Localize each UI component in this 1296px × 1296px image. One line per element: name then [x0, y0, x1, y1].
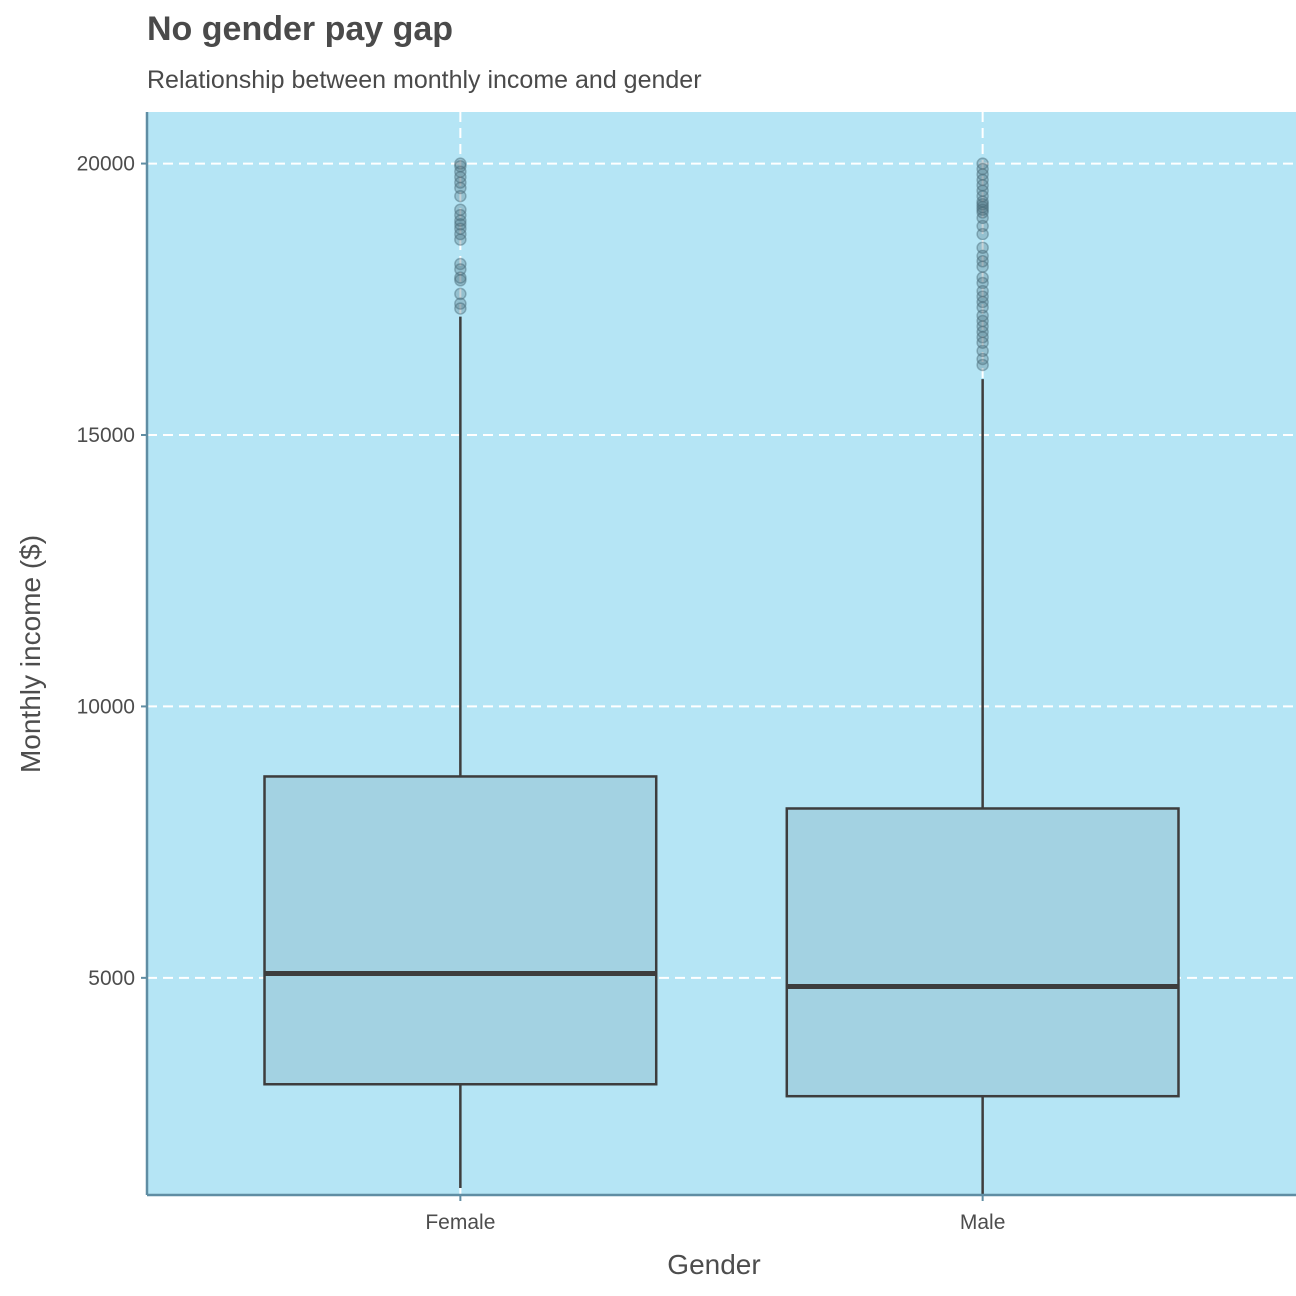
- outlier-point: [454, 263, 467, 276]
- outlier-point: [454, 181, 467, 195]
- x-tick-labels: Female Male: [425, 1195, 1005, 1234]
- outlier-point: [454, 297, 467, 310]
- outlier-point: [976, 325, 989, 339]
- outlier-point: [976, 295, 989, 309]
- outlier-point: [976, 206, 989, 219]
- outlier-point: [454, 176, 467, 189]
- outlier-point: [976, 241, 989, 254]
- outlier-point: [976, 290, 989, 303]
- outlier-point: [976, 162, 989, 176]
- outlier-point: [976, 320, 989, 333]
- iqr-box: [263, 775, 658, 1086]
- outlier-point: [976, 309, 989, 322]
- outlier-point: [976, 284, 989, 298]
- y-axis-title: Monthly income ($): [15, 535, 46, 773]
- outlier-point: [454, 222, 467, 235]
- outlier-point: [976, 184, 989, 197]
- y-tick-label: 15000: [77, 424, 135, 447]
- outlier-point: [976, 195, 989, 208]
- outlier-point: [454, 208, 467, 222]
- box-male: [785, 157, 1180, 1195]
- outlier-point: [976, 255, 989, 268]
- outlier-point: [976, 249, 989, 263]
- outlier-point: [976, 227, 989, 241]
- outlier-point: [976, 200, 989, 214]
- outlier-point: [976, 344, 989, 358]
- outlier-point: [976, 271, 989, 284]
- box-female: [263, 157, 658, 1188]
- outlier-point: [454, 218, 467, 231]
- outlier-point: [976, 336, 989, 349]
- outlier-point: [976, 168, 989, 181]
- outlier-point: [454, 160, 467, 173]
- outlier-point: [454, 165, 467, 178]
- outlier-point: [976, 301, 989, 314]
- outlier-point: [454, 233, 467, 246]
- outlier-point: [976, 189, 989, 203]
- outlier-point: [454, 157, 467, 170]
- x-tick-label: Male: [960, 1211, 1006, 1234]
- chart-title: No gender pay gap: [147, 10, 454, 48]
- outlier-point: [976, 198, 989, 211]
- outlier-point: [976, 157, 989, 170]
- outlier-point: [454, 287, 467, 301]
- outlier-point: [976, 352, 989, 366]
- outlier-point: [976, 358, 989, 372]
- outlier-point: [976, 331, 989, 344]
- outlier-point: [976, 173, 989, 187]
- y-tick-label: 10000: [77, 695, 135, 718]
- outlier-point: [976, 203, 989, 216]
- boxes-layer: [263, 157, 1180, 1195]
- outlier-point: [454, 170, 467, 184]
- outlier-point: [976, 276, 989, 290]
- y-tick-label: 20000: [77, 153, 135, 176]
- iqr-box: [785, 807, 1180, 1098]
- x-tick-label: Female: [425, 1211, 495, 1234]
- outlier-point: [454, 189, 467, 203]
- outlier-point: [976, 211, 989, 225]
- outlier-point: [454, 227, 467, 241]
- outlier-point: [454, 274, 467, 287]
- chart-subtitle: Relationship between monthly income and …: [147, 66, 702, 94]
- outlier-point: [976, 260, 989, 273]
- outlier-point: [454, 271, 467, 284]
- x-axis-title: Gender: [667, 1249, 760, 1280]
- y-tick-labels: 5000 10000 15000 20000: [77, 153, 147, 990]
- outlier-point: [976, 314, 989, 328]
- outlier-point: [454, 257, 467, 271]
- outlier-point: [976, 219, 989, 233]
- outlier-point: [454, 203, 467, 216]
- outlier-point: [976, 179, 989, 192]
- outlier-point: [454, 214, 467, 227]
- outlier-point: [454, 302, 467, 315]
- y-tick-label: 5000: [88, 967, 135, 990]
